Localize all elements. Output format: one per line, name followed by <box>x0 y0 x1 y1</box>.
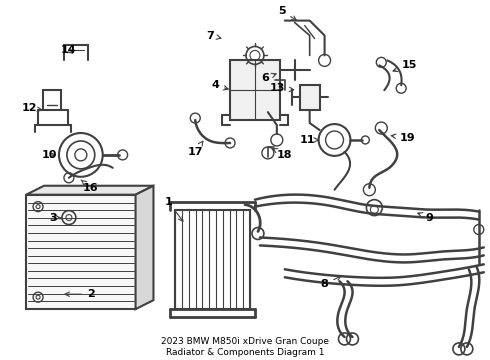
Text: 2023 BMW M850i xDrive Gran Coupe
Radiator & Components Diagram 1: 2023 BMW M850i xDrive Gran Coupe Radiato… <box>161 337 329 357</box>
Text: 16: 16 <box>81 180 98 193</box>
Text: 3: 3 <box>49 212 60 222</box>
Text: 11: 11 <box>300 135 318 145</box>
Bar <box>300 85 319 110</box>
Text: 19: 19 <box>391 133 415 143</box>
Text: 9: 9 <box>418 212 433 222</box>
Text: 12: 12 <box>22 103 43 113</box>
Text: 14: 14 <box>61 45 77 55</box>
Polygon shape <box>26 186 153 195</box>
Text: 7: 7 <box>206 31 221 41</box>
Polygon shape <box>136 186 153 309</box>
Text: 4: 4 <box>211 80 228 90</box>
Text: 2: 2 <box>65 289 95 299</box>
Bar <box>230 60 280 120</box>
Text: 1: 1 <box>165 197 183 221</box>
Text: 17: 17 <box>188 141 203 157</box>
Bar <box>26 195 136 309</box>
Text: 5: 5 <box>278 6 296 21</box>
Text: 10: 10 <box>41 150 57 160</box>
Text: 15: 15 <box>393 60 417 72</box>
Text: 8: 8 <box>321 276 341 289</box>
Text: 6: 6 <box>261 73 276 83</box>
Text: 18: 18 <box>273 149 293 160</box>
Text: 13: 13 <box>270 83 294 93</box>
